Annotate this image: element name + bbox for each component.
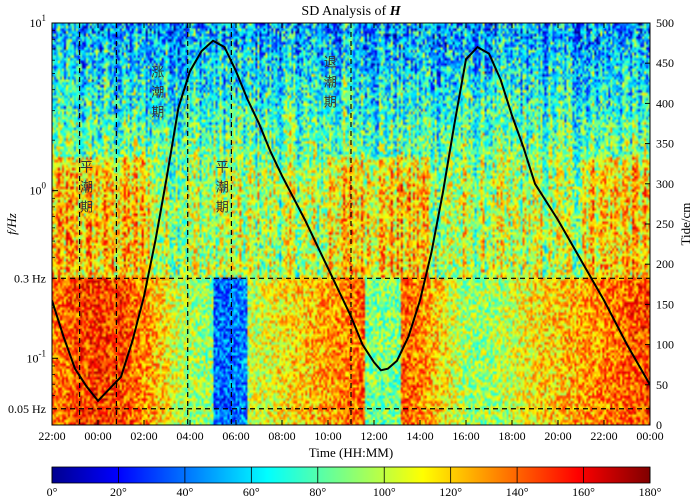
y2-tick-label: 100 bbox=[656, 338, 674, 352]
y2-tick-label: 0 bbox=[656, 418, 662, 432]
phase-label-char: 期 bbox=[80, 201, 93, 216]
phase-label: 涨潮期 bbox=[151, 65, 164, 120]
chart-title: SD Analysis of H bbox=[301, 4, 401, 19]
phase-label-char: 期 bbox=[216, 201, 229, 216]
phase-label-char: 潮 bbox=[216, 181, 229, 196]
colorbar-tick-label: 20° bbox=[110, 485, 127, 498]
y-tick-label: 100 bbox=[30, 181, 47, 198]
x-tick-label: 12:00 bbox=[360, 429, 387, 443]
colorbar: 0° 20° 40° 60° 80° 100° 120° 140° 160° 180° bbox=[47, 466, 662, 498]
colorbar-gradient bbox=[51, 466, 651, 484]
phase-label: 平潮期 bbox=[216, 161, 229, 216]
x-tick-label: 00:00 bbox=[636, 429, 663, 443]
colorbar-tick-label: 140° bbox=[506, 485, 529, 498]
phase-label-char: 潮 bbox=[151, 85, 164, 100]
colorbar-tick-label: 100° bbox=[373, 485, 396, 498]
y2-axis-label: Tide/cm bbox=[678, 203, 693, 246]
phase-label-char: 潮 bbox=[324, 76, 337, 91]
colorbar-tick-label: 40° bbox=[176, 485, 193, 498]
colorbar-tick-label: 120° bbox=[439, 485, 462, 498]
y-axis-label: f/Hz bbox=[4, 213, 19, 235]
x-tick-label: 02:00 bbox=[130, 429, 157, 443]
y2-tick-label: 300 bbox=[656, 177, 674, 191]
phase-label-char: 涨 bbox=[151, 65, 164, 80]
x-tick-label: 00:00 bbox=[84, 429, 111, 443]
colorbar-tick-label: 60° bbox=[243, 485, 260, 498]
phase-label: 平潮期 bbox=[80, 161, 93, 216]
x-tick-label: 04:00 bbox=[176, 429, 203, 443]
ref-line-label: 0.3 Hz bbox=[14, 271, 46, 285]
ref-line-label: 0.05 Hz bbox=[8, 402, 46, 416]
tide-series-line bbox=[52, 39, 650, 403]
y-tick-label: 10-1 bbox=[27, 348, 47, 365]
phase-label: 退潮期 bbox=[324, 56, 337, 111]
phase-label-char: 潮 bbox=[80, 181, 93, 196]
phase-label-char: 期 bbox=[151, 105, 164, 120]
x-tick-label: 18:00 bbox=[498, 429, 525, 443]
phase-label-char: 期 bbox=[324, 96, 337, 111]
y2-tick-label: 200 bbox=[656, 257, 674, 271]
y2-tick-label: 350 bbox=[656, 137, 674, 151]
y-axis-tide: 0 50 100 150 200 250 300 350 400 450 500 bbox=[645, 16, 674, 432]
y2-tick-label: 400 bbox=[656, 96, 674, 110]
x-axis: 22:00 00:00 02:00 04:00 06:00 08:00 10:00 12:00… bbox=[38, 23, 664, 443]
colorbar-tick-label: 180° bbox=[639, 485, 662, 498]
y2-tick-label: 50 bbox=[656, 378, 668, 392]
phase-label-char: 平 bbox=[216, 161, 229, 176]
x-tick-label: 14:00 bbox=[406, 429, 433, 443]
y2-tick-label: 250 bbox=[656, 217, 674, 231]
chart-title-prefix: SD Analysis of bbox=[301, 4, 389, 19]
x-axis-label: Time (HH:MM) bbox=[309, 445, 393, 460]
y-axis-frequency: 0.3 Hz 0.05 Hz 101 100 10-1 bbox=[8, 13, 58, 426]
y-tick-label: 101 bbox=[30, 13, 47, 30]
y2-tick-label: 150 bbox=[656, 297, 674, 311]
x-tick-label: 22:00 bbox=[590, 429, 617, 443]
y2-tick-label: 450 bbox=[656, 56, 674, 70]
colorbar-tick-label: 160° bbox=[572, 485, 595, 498]
x-tick-label: 16:00 bbox=[452, 429, 479, 443]
x-tick-label: 22:00 bbox=[38, 429, 65, 443]
y2-tick-label: 500 bbox=[656, 16, 674, 30]
phase-label-char: 平 bbox=[80, 161, 93, 176]
reference-lines bbox=[52, 23, 650, 425]
x-tick-label: 06:00 bbox=[222, 429, 249, 443]
colorbar-tick-label: 80° bbox=[309, 485, 326, 498]
colorbar-tick-label: 0° bbox=[47, 485, 58, 498]
chart-title-variable: H bbox=[389, 4, 402, 19]
phase-label-char: 退 bbox=[324, 56, 337, 71]
x-tick-label: 10:00 bbox=[314, 429, 341, 443]
x-tick-label: 08:00 bbox=[268, 429, 295, 443]
x-tick-label: 20:00 bbox=[544, 429, 571, 443]
